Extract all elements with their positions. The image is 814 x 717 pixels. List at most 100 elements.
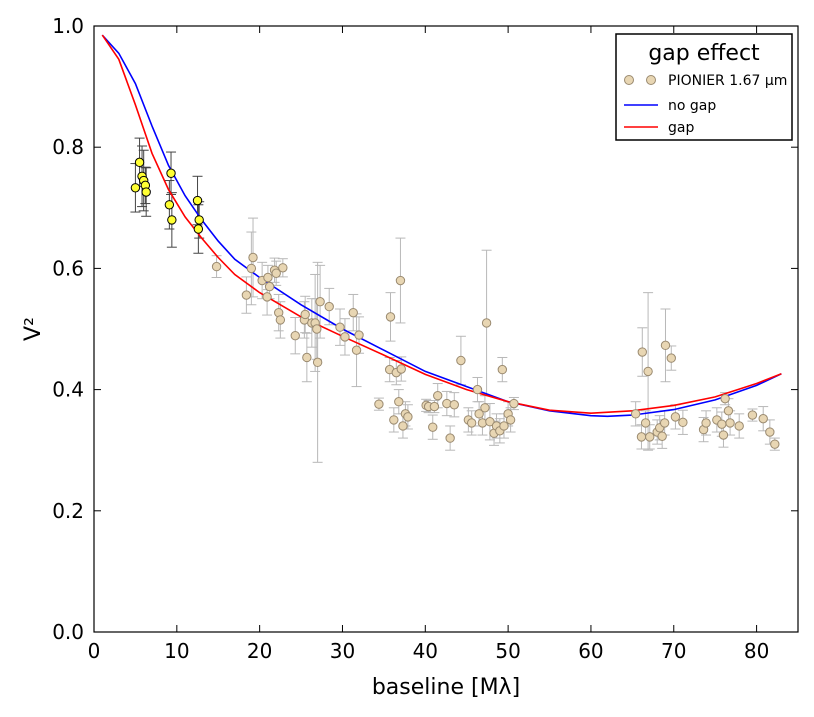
axis-ticks bbox=[93, 25, 798, 633]
pionier-point bbox=[278, 263, 288, 273]
legend-title: gap effect bbox=[648, 41, 760, 66]
pionier-point bbox=[758, 413, 768, 424]
legend-label-no-gap: no gap bbox=[668, 98, 716, 114]
pionier-point bbox=[389, 415, 399, 425]
pionier-point bbox=[262, 292, 272, 302]
pionier-point bbox=[396, 364, 406, 374]
pionier-point bbox=[263, 272, 273, 283]
legend: gap effect PIONIER 1.67 μm no gap gap bbox=[615, 33, 793, 141]
highlight-point bbox=[192, 195, 203, 206]
pionier-point bbox=[657, 431, 667, 441]
pionier-point bbox=[505, 415, 516, 425]
highlight-point bbox=[166, 168, 176, 178]
pionier-point bbox=[636, 432, 647, 442]
data-points bbox=[130, 157, 780, 449]
pionier-point bbox=[765, 427, 775, 437]
pionier-point bbox=[770, 439, 780, 449]
y-tick-labels: 0.0 0.2 0.4 0.6 0.8 1.0 bbox=[52, 14, 84, 644]
pionier-point bbox=[660, 340, 671, 351]
pionier-point bbox=[398, 421, 408, 431]
pionier-point bbox=[472, 384, 483, 395]
x-tick-label: 50 bbox=[495, 639, 520, 663]
pionier-point bbox=[480, 403, 490, 413]
pionier-point bbox=[340, 332, 350, 342]
pionier-point bbox=[312, 357, 323, 368]
pionier-point bbox=[509, 398, 519, 409]
legend-label-gap: gap bbox=[668, 120, 694, 136]
highlight-point bbox=[194, 215, 204, 225]
x-tick-label: 80 bbox=[744, 639, 769, 663]
legend-label-pionier: PIONIER 1.67 μm bbox=[668, 73, 787, 89]
pionier-point bbox=[485, 417, 495, 427]
pionier-point bbox=[630, 409, 641, 419]
pionier-point bbox=[645, 432, 655, 442]
pionier-point bbox=[449, 400, 459, 410]
pionier-point bbox=[747, 410, 758, 420]
pionier-point bbox=[324, 301, 334, 312]
y-axis-label: V² bbox=[21, 317, 46, 341]
pionier-point bbox=[701, 418, 711, 428]
pionier-point bbox=[395, 275, 406, 286]
pionier-point bbox=[271, 268, 281, 278]
pionier-point bbox=[718, 430, 729, 440]
pionier-point bbox=[670, 412, 681, 422]
y-tick-label: 0.8 bbox=[52, 135, 84, 159]
highlight-point bbox=[193, 224, 204, 234]
pionier-point bbox=[481, 318, 492, 328]
pionier-point bbox=[394, 397, 404, 407]
y-tick-label: 0.4 bbox=[52, 378, 84, 402]
pionier-point bbox=[264, 281, 275, 292]
pionier-point bbox=[374, 399, 384, 409]
pionier-point bbox=[246, 263, 257, 274]
x-tick-label: 0 bbox=[88, 639, 101, 663]
pionier-point bbox=[354, 330, 364, 340]
pionier-point bbox=[734, 421, 744, 431]
y-tick-label: 0.2 bbox=[52, 499, 84, 523]
pionier-point bbox=[403, 412, 413, 422]
pionier-point bbox=[335, 322, 345, 332]
pionier-point bbox=[474, 409, 484, 419]
pionier-point bbox=[275, 315, 286, 325]
y-tick-label: 1.0 bbox=[52, 14, 84, 38]
legend-marker-pionier-2 bbox=[646, 75, 656, 85]
pionier-point bbox=[723, 406, 734, 416]
highlight-point bbox=[134, 157, 145, 168]
pionier-point bbox=[211, 261, 222, 272]
x-tick-label: 10 bbox=[164, 639, 189, 663]
pionier-point bbox=[456, 355, 466, 366]
x-tick-label: 60 bbox=[578, 639, 603, 663]
pionier-point bbox=[351, 345, 362, 355]
highlight-point bbox=[141, 187, 151, 197]
x-tick-labels: 0 10 20 30 40 50 60 70 80 bbox=[88, 639, 770, 663]
pionier-point bbox=[312, 324, 322, 334]
x-axis-label: baseline [Mλ] bbox=[372, 675, 520, 700]
pionier-point bbox=[666, 353, 676, 363]
pionier-point bbox=[497, 364, 508, 375]
pionier-point bbox=[466, 418, 477, 428]
pionier-point bbox=[348, 307, 358, 318]
highlight-point bbox=[164, 200, 175, 210]
pionier-point bbox=[499, 421, 509, 431]
pionier-point bbox=[315, 297, 325, 307]
x-tick-label: 70 bbox=[661, 639, 686, 663]
pionier-point bbox=[429, 401, 440, 412]
pionier-point bbox=[302, 352, 312, 363]
x-tick-label: 30 bbox=[330, 639, 355, 663]
y-tick-label: 0.6 bbox=[52, 256, 84, 280]
x-tick-label: 20 bbox=[247, 639, 272, 663]
legend-marker-pionier-1 bbox=[624, 75, 634, 85]
pionier-point bbox=[637, 347, 647, 357]
y-tick-label: 0.0 bbox=[52, 620, 84, 644]
pionier-point bbox=[640, 418, 651, 428]
x-tick-label: 40 bbox=[413, 639, 438, 663]
highlight-point bbox=[167, 215, 177, 225]
pionier-point bbox=[248, 252, 258, 263]
highlight-point bbox=[130, 183, 141, 193]
legend-box bbox=[615, 33, 793, 141]
pionier-point bbox=[290, 330, 300, 341]
pionier-point bbox=[445, 433, 455, 443]
pionier-point bbox=[300, 309, 310, 320]
pionier-point bbox=[643, 366, 653, 377]
pionier-point bbox=[720, 393, 730, 404]
